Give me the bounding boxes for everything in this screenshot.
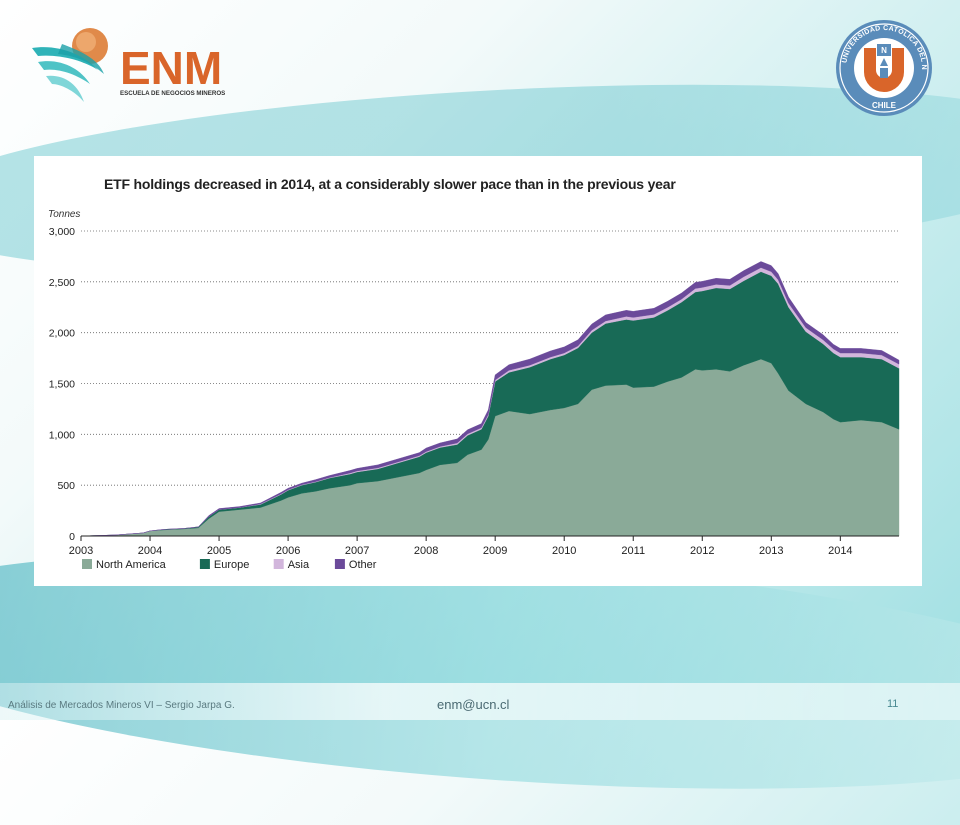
area-north-america [80,358,900,537]
x-tick-label: 2008 [414,545,438,557]
x-tick-label: 2003 [69,545,93,557]
legend-swatch-north-america [82,559,92,569]
y-tick-label: 2,500 [49,277,75,289]
footer-email[interactable]: enm@ucn.cl [437,697,510,712]
x-tick-label: 2006 [276,545,300,557]
x-tick-label: 2011 [621,545,645,557]
enm-brand-subtitle: ESCUELA DE NEGOCIOS MINEROS [120,90,225,97]
y-tick-label: 3,000 [49,226,75,238]
legend-swatch-other [334,559,345,569]
page-number: 11 [887,698,899,710]
legend-label: North America [96,559,167,571]
y-axis-label: Tonnes [48,209,80,220]
footer-band [0,683,960,720]
legend-swatch-europe [199,559,210,569]
enm-emblem-icon [32,28,108,102]
x-tick-label: 2005 [207,545,231,557]
chart-card: ETF holdings decreased in 2014, at a con… [34,156,922,586]
ucn-seal: UNIVERSIDAD CATÓLICA DEL NORTE CHILE N [834,18,932,116]
y-tick-label: 1,000 [49,429,75,441]
x-tick-label: 2004 [138,545,162,557]
x-tick-label: 2014 [828,545,852,557]
x-tick-label: 2013 [759,545,783,557]
footer-author: Análisis de Mercados Mineros VI – Sergio… [8,700,235,711]
svg-text:N: N [881,46,887,55]
y-tick-label: 0 [69,531,75,543]
etf-holdings-chart: Tonnes 0 500 1,000 1,500 2,000 2,500 3,000 2003 2… [48,209,900,571]
legend-label: Asia [288,559,310,571]
ucn-country-text: CHILE [872,101,897,110]
x-tick-label: 2012 [690,545,714,557]
enm-logo: ENM ESCUELA DE NEGOCIOS MINEROS [32,28,225,102]
area-other [80,261,900,537]
legend-label: Europe [214,559,249,571]
x-tick-label: 2009 [483,545,507,557]
y-tick-label: 500 [57,480,75,492]
legend-swatch-asia [273,559,284,569]
x-tick-label: 2007 [345,545,369,557]
x-tick-label: 2010 [552,545,576,557]
y-tick-label: 1,500 [49,379,75,391]
legend-label: Other [349,559,377,571]
chart-title: ETF holdings decreased in 2014, at a con… [104,176,676,192]
ucn-u-icon: N [864,44,904,92]
y-tick-label: 2,000 [49,328,75,340]
enm-brand-text: ENM [120,42,222,94]
